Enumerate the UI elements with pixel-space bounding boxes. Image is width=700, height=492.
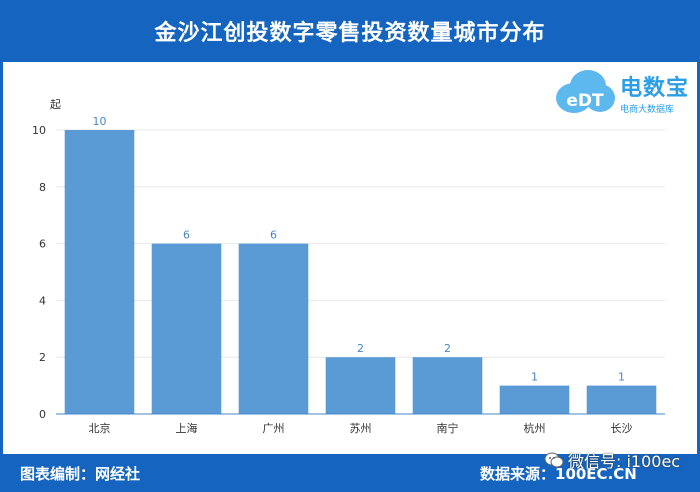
logo-subtitle: 电商大数据库 [620,105,675,115]
data-label: 6 [183,229,190,242]
logo-mark: eDT [566,91,604,111]
chart-title: 金沙江创投数字零售投资数量城市分布 [154,21,546,46]
x-tick-label: 苏州 [350,422,372,435]
x-tick-label: 上海 [176,421,198,435]
x-tick-label: 杭州 [524,421,546,435]
bar [64,130,135,414]
y-tick-label: 2 [39,351,46,364]
logo: eDT 电数宝 电商大数据库 [552,64,694,120]
bar [325,357,396,414]
watermark-text: 微信号: i100ec [568,452,681,471]
bar [238,243,309,414]
y-tick-label: 10 [32,124,46,137]
x-tick-label: 广州 [263,422,285,435]
x-tick-label: 北京 [89,421,111,435]
wechat-watermark: 微信号: i100ec [544,446,694,474]
bar [499,385,570,414]
logo-name: 电数宝 [620,76,690,101]
data-label: 2 [357,342,364,355]
x-tick-label: 长沙 [611,422,633,435]
footer-credit: 图表编制：网经社 [20,465,141,483]
bar [151,243,222,414]
bar [412,357,483,414]
data-label: 1 [618,371,625,384]
cloud-logo-icon: eDT [556,70,615,113]
footer-bar: 图表编制：网经社 数据来源：100EC.CN [0,454,700,492]
data-label: 1 [531,371,538,384]
data-label: 6 [270,229,277,242]
y-tick-label: 8 [39,181,46,194]
y-tick-label: 4 [39,294,46,307]
wechat-icon [544,452,564,468]
y-tick-label: 6 [39,238,46,251]
data-label: 10 [93,115,107,128]
footer-source: 数据来源：100EC.CN [480,465,637,483]
y-tick-label: 0 [39,408,46,421]
title-bar: 金沙江创投数字零售投资数量城市分布 [0,0,700,62]
data-label: 2 [444,342,451,355]
bar [586,385,657,414]
y-axis-unit: 起 [50,98,61,111]
x-tick-label: 南宁 [437,421,459,435]
